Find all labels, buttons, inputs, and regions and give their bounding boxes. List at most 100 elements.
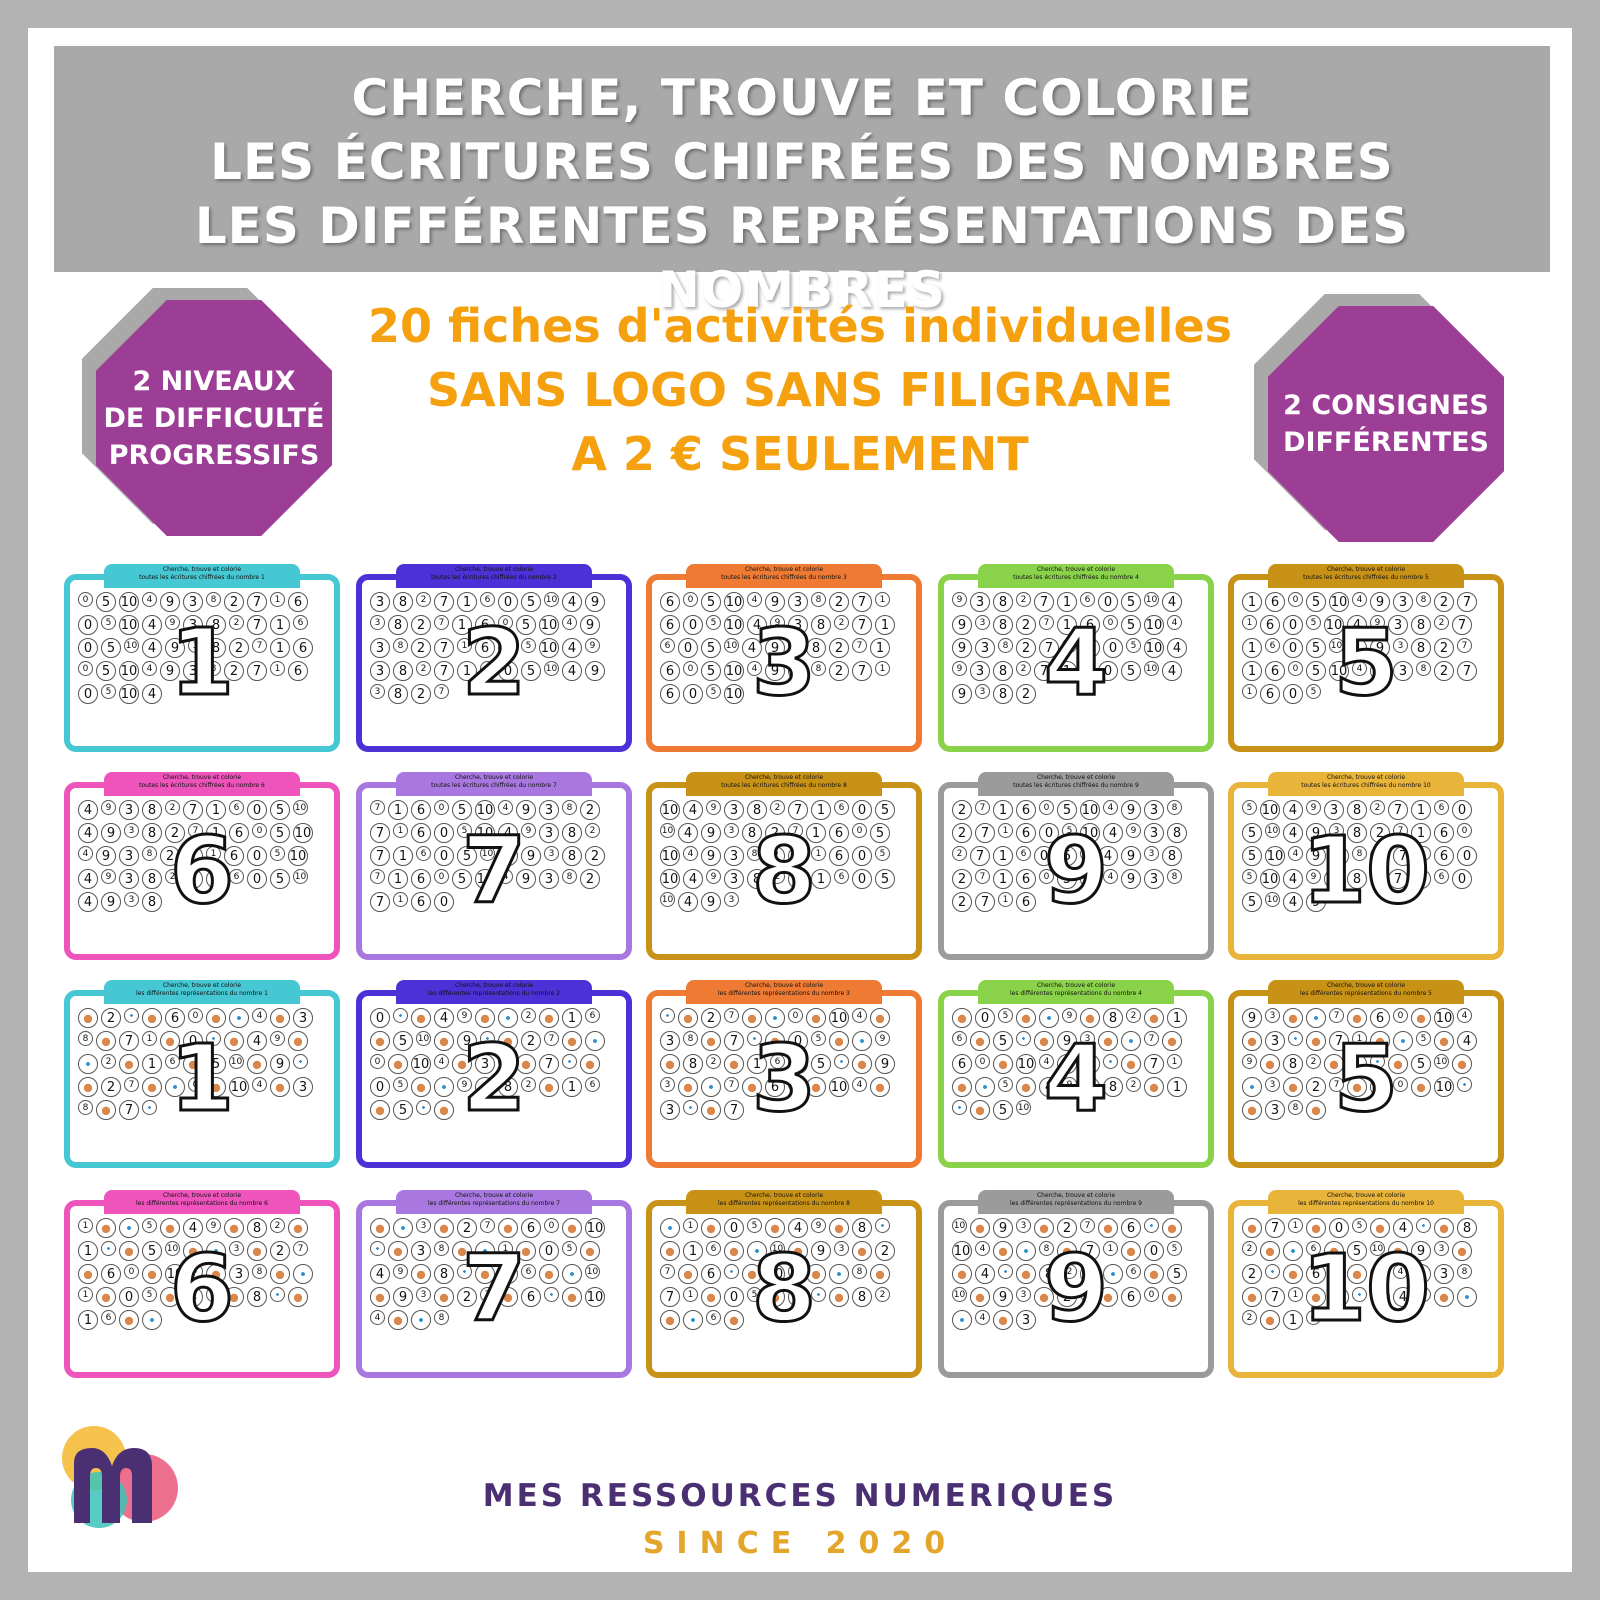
- hand-bubble-icon: [370, 1031, 390, 1051]
- worksheet-title: Cherche, trouve et colorie: [744, 1192, 824, 1199]
- number-bubble: 2: [1434, 592, 1454, 612]
- dice-bubble-icon: [1288, 1031, 1303, 1046]
- number-bubble: 3: [475, 1054, 495, 1074]
- brand-name: MES RESSOURCES NUMERIQUES: [482, 1478, 1118, 1514]
- hand-bubble-icon: [1347, 1264, 1367, 1284]
- bubble-field: 3 2 7 6 0 10 3 8 1 0 5 4 9 8 1 6 10 9 3 2 7 6 10 4 8: [370, 1218, 618, 1366]
- number-bubble: 8: [993, 615, 1013, 635]
- hand-bubble-icon: [370, 1218, 390, 1238]
- number-bubble: 9: [701, 846, 721, 866]
- number-bubble: 1: [683, 1287, 698, 1302]
- number-bubble: 10: [1265, 892, 1280, 907]
- number-bubble: 5: [1352, 1218, 1367, 1233]
- number-bubble: 9: [1306, 800, 1321, 815]
- number-bubble: 0: [370, 1077, 390, 1097]
- number-bubble: 0: [1288, 592, 1303, 607]
- number-bubble: 0: [852, 823, 867, 838]
- number-bubble: 1: [683, 1241, 703, 1261]
- bubble-field: 10 4 9 3 8 2 7 1 6 0 5 10 4 9 3 8 2 7 1 6 0 5 10 4 9 3 8 2 7 1 6 0 5 10 4 9…: [660, 800, 908, 948]
- number-bubble: 9: [1062, 1077, 1077, 1092]
- number-bubble: 10: [765, 1264, 785, 1284]
- hand-bubble-icon: [724, 1241, 744, 1261]
- number-bubble: 0: [498, 592, 518, 612]
- bubble-field: 3 8 2 7 1 6 0 5 10 4 9 3 8 2 7 1 6 0 5 10 4 9 3 8 2 7 1 6 0 5 10 4 9 3 8 2 7…: [370, 592, 618, 740]
- number-bubble: 1: [388, 800, 408, 820]
- number-bubble: 8: [498, 1054, 513, 1069]
- bubble-field: 7 1 0 5 4 8 2 6 5 10 9 3 2 6 0 4 3 8 7 1 0 4 9 2 1 6: [1242, 1218, 1490, 1366]
- number-bubble: 5: [393, 1100, 413, 1120]
- number-bubble: 10: [544, 661, 559, 676]
- number-bubble: 10: [165, 1264, 185, 1284]
- dice-bubble-icon: [480, 1031, 495, 1046]
- number-bubble: 0: [119, 1287, 139, 1307]
- worksheet-big-number: 10: [1300, 817, 1431, 924]
- number-bubble: 2: [270, 1218, 285, 1233]
- number-bubble: 5: [1242, 892, 1262, 912]
- number-bubble: 9: [521, 823, 536, 838]
- number-bubble: 6: [701, 1264, 721, 1284]
- hand-bubble-icon: [970, 1031, 990, 1051]
- number-bubble: 7: [975, 892, 995, 912]
- number-bubble: 8: [1167, 869, 1182, 884]
- number-bubble: 4: [562, 638, 582, 658]
- hand-bubble-icon: [1306, 1100, 1326, 1120]
- hand-bubble-icon: [224, 1218, 244, 1238]
- worksheet-header: Cherche, trouve et colorie toutes les écr…: [978, 772, 1174, 796]
- hand-bubble-icon: [742, 1008, 762, 1028]
- number-bubble: 2: [411, 615, 431, 635]
- number-bubble: 10: [411, 1054, 431, 1074]
- number-bubble: 2: [416, 592, 431, 607]
- number-bubble: 7: [788, 823, 803, 838]
- number-bubble: 10: [660, 846, 680, 866]
- hand-bubble-icon: [247, 1241, 267, 1261]
- hand-bubble-icon: [183, 1241, 203, 1261]
- worksheet-title: Cherche, trouve et colorie: [744, 566, 824, 573]
- dice-bubble-icon: [1416, 1218, 1431, 1233]
- number-bubble: 2: [770, 800, 785, 815]
- number-bubble: 0: [498, 615, 513, 630]
- hand-bubble-icon: [1080, 1077, 1100, 1097]
- number-bubble: 4: [183, 1218, 203, 1238]
- number-bubble: 1: [993, 869, 1013, 889]
- worksheet-title: Cherche, trouve et colorie: [1326, 566, 1406, 573]
- number-bubble: 4: [1393, 1264, 1408, 1279]
- hand-bubble-icon: [562, 1287, 582, 1307]
- number-bubble: 10: [119, 684, 139, 704]
- hand-bubble-icon: [270, 1077, 290, 1097]
- number-bubble: 10: [952, 1287, 967, 1302]
- hand-bubble-icon: [288, 1287, 308, 1307]
- worksheet-big-number: 2: [460, 1025, 527, 1132]
- worksheet-title: Cherche, trouve et colorie: [1036, 774, 1116, 781]
- number-bubble: 7: [970, 846, 990, 866]
- number-bubble: 0: [1329, 1264, 1344, 1279]
- number-bubble: 5: [1242, 869, 1257, 884]
- number-bubble: 0: [1329, 1287, 1349, 1307]
- dice-bubble-icon: [1370, 1264, 1390, 1284]
- number-bubble: 2: [875, 1287, 890, 1302]
- number-bubble: 7: [660, 1264, 675, 1279]
- number-bubble: 0: [247, 800, 267, 820]
- worksheet-subtitle: toutes les écritures chiffrées du nombre…: [1013, 574, 1139, 581]
- number-bubble: 7: [1039, 638, 1059, 658]
- number-bubble: 4: [852, 1008, 867, 1023]
- number-bubble: 0: [247, 869, 267, 889]
- number-bubble: 1: [393, 823, 408, 838]
- dice-bubble-icon: [701, 1077, 721, 1097]
- number-bubble: 2: [1016, 684, 1036, 704]
- number-bubble: 3: [370, 592, 390, 612]
- brand-logo-icon: [62, 1426, 178, 1528]
- dice-bubble-icon: [562, 1264, 582, 1284]
- worksheet-card: Cherche, trouve et colorie toutes les écr…: [646, 564, 922, 752]
- bubble-field: 6 0 5 10 4 9 3 8 2 7 1 6 0 5 10 4 9 3 8 2 7 1 6 0 5 10 4 9 3 8 2 7 1 6 0 5 1…: [660, 592, 908, 740]
- number-bubble: 7: [1144, 1031, 1159, 1046]
- number-bubble: 4: [1098, 846, 1118, 866]
- number-bubble: 4: [78, 846, 93, 861]
- number-bubble: 2: [1306, 1054, 1321, 1069]
- hand-bubble-icon: [993, 1054, 1013, 1074]
- number-bubble: 5: [993, 1031, 1013, 1051]
- hand-bubble-icon: [1306, 1218, 1326, 1238]
- number-bubble: 4: [1457, 1008, 1472, 1023]
- frame-gap-left: [0, 1572, 480, 1600]
- number-bubble: 1: [1283, 1310, 1303, 1330]
- badge-levels-line-3: PROGRESSIFS: [108, 439, 320, 471]
